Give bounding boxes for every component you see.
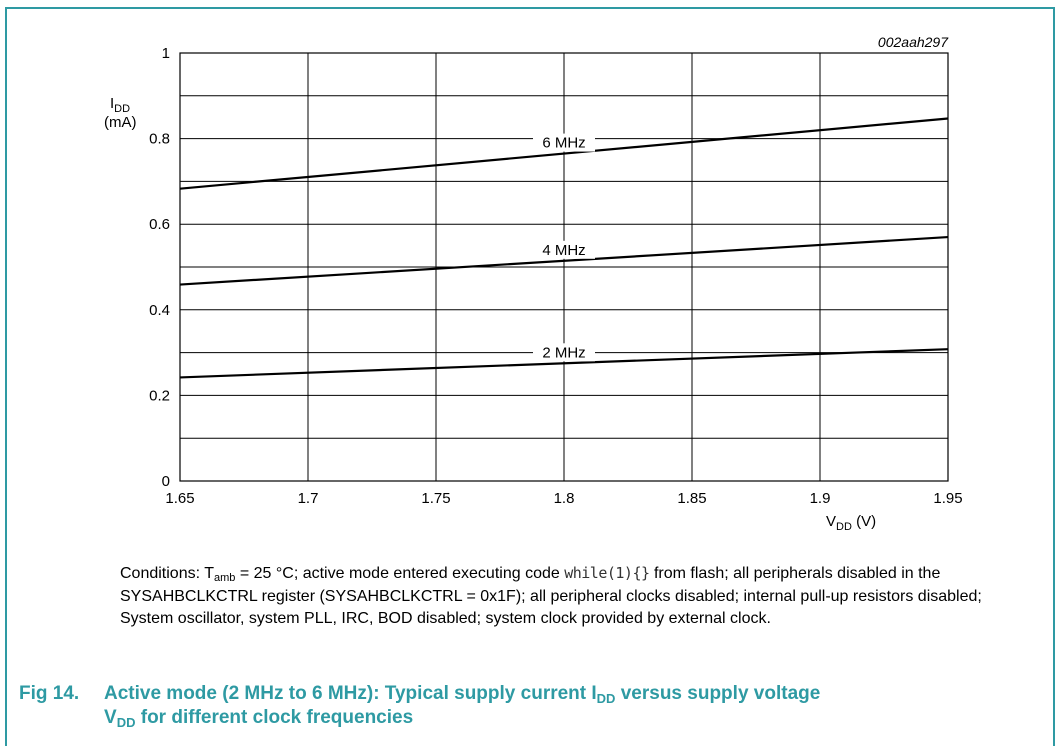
x-tick-label: 1.95 [933, 490, 962, 507]
series-label-bg [533, 343, 595, 362]
figure-caption: Fig 14. Active mode (2 MHz to 6 MHz): Typ… [19, 683, 821, 730]
chart: 002aah297 6 MHz 4 MHz 2 MHz 1.65 1.7 1.75 1.8… [104, 34, 963, 533]
series-label: 6 MHz [542, 135, 585, 152]
series-line [179, 235, 949, 286]
grid [179, 52, 949, 482]
y-tick-label: 1 [162, 45, 170, 62]
y-tick-label: 0.4 [149, 302, 170, 319]
code-snippet: while(1){} [564, 564, 650, 582]
series-line [179, 117, 949, 190]
series-label: 4 MHz [542, 242, 585, 259]
x-tick-label: 1.9 [810, 490, 831, 507]
series-labels: 6 MHz 4 MHz 2 MHz [533, 133, 595, 362]
figure-frame [5, 7, 1055, 746]
x-tick-label: 1.7 [298, 490, 319, 507]
plot-border [179, 52, 949, 482]
x-axis-label: VDD (V) [826, 513, 876, 533]
x-tick-label: 1.65 [165, 490, 194, 507]
series-lines [179, 117, 949, 379]
x-tick-label: 1.75 [421, 490, 450, 507]
x-tick-label: 1.8 [554, 490, 575, 507]
x-tick-label: 1.85 [677, 490, 706, 507]
series-label: 2 MHz [542, 344, 585, 361]
figure-number: Fig 14. [19, 683, 80, 704]
y-tick-label: 0.8 [149, 131, 170, 148]
y-tick-label: 0.6 [149, 216, 170, 233]
figure-id: 002aah297 [878, 34, 949, 50]
series-line [179, 348, 949, 379]
tick-labels: 1.65 1.7 1.75 1.8 1.85 1.9 1.95 0 0.2 0.4 0.6 0.8 1 [149, 45, 962, 507]
y-axis-unit: (mA) [104, 114, 137, 131]
y-axis-label: IDD [110, 95, 130, 115]
series-label-bg [533, 240, 595, 259]
y-tick-label: 0.2 [149, 387, 170, 404]
series-label-bg [533, 133, 595, 152]
y-tick-label: 0 [162, 473, 170, 490]
conditions-note: Conditions: Tamb = 25 °C; active mode en… [120, 564, 982, 627]
